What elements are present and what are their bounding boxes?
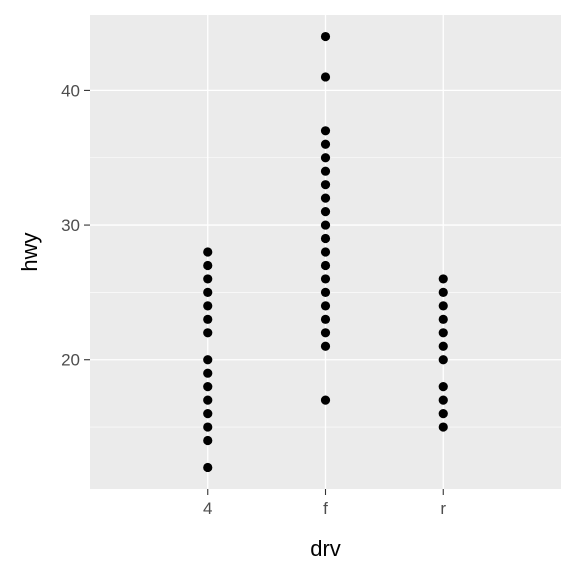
data-point — [203, 463, 212, 472]
data-point — [321, 301, 330, 310]
data-point — [321, 328, 330, 337]
data-point — [439, 315, 448, 324]
data-point — [439, 382, 448, 391]
data-point — [321, 247, 330, 256]
data-point — [439, 288, 448, 297]
data-point — [439, 355, 448, 364]
data-point — [203, 382, 212, 391]
data-point — [203, 315, 212, 324]
x-axis-title: drv — [310, 536, 341, 561]
data-point — [203, 422, 212, 431]
data-point — [321, 342, 330, 351]
data-point — [203, 274, 212, 283]
data-point — [203, 328, 212, 337]
data-point — [321, 234, 330, 243]
data-point — [321, 220, 330, 229]
data-point — [203, 369, 212, 378]
data-point — [203, 436, 212, 445]
x-tick-label: 4 — [203, 499, 212, 518]
data-point — [321, 126, 330, 135]
data-point — [203, 288, 212, 297]
data-point — [321, 140, 330, 149]
y-axis-title: hwy — [17, 232, 42, 271]
y-tick-label: 40 — [61, 81, 80, 100]
y-tick-label: 20 — [61, 351, 80, 370]
y-axis: 20 30 40 — [61, 81, 90, 369]
x-axis: 4 f r — [203, 489, 446, 518]
data-point — [321, 261, 330, 270]
data-point — [203, 261, 212, 270]
data-point — [439, 422, 448, 431]
data-point — [321, 288, 330, 297]
data-point — [321, 32, 330, 41]
x-tick-label: f — [323, 499, 328, 518]
data-point — [439, 409, 448, 418]
data-point — [439, 328, 448, 337]
data-point — [203, 355, 212, 364]
data-point — [203, 301, 212, 310]
data-point — [203, 247, 212, 256]
data-point — [439, 396, 448, 405]
data-point — [321, 72, 330, 81]
data-point — [321, 153, 330, 162]
data-point — [321, 180, 330, 189]
data-point — [321, 207, 330, 216]
data-point — [439, 301, 448, 310]
data-point — [321, 274, 330, 283]
y-tick-label: 30 — [61, 216, 80, 235]
data-point — [321, 194, 330, 203]
data-point — [321, 396, 330, 405]
data-point — [203, 396, 212, 405]
data-point — [439, 274, 448, 283]
x-tick-label: r — [440, 499, 446, 518]
data-point — [203, 409, 212, 418]
data-point — [321, 167, 330, 176]
data-point — [439, 342, 448, 351]
data-point — [321, 315, 330, 324]
